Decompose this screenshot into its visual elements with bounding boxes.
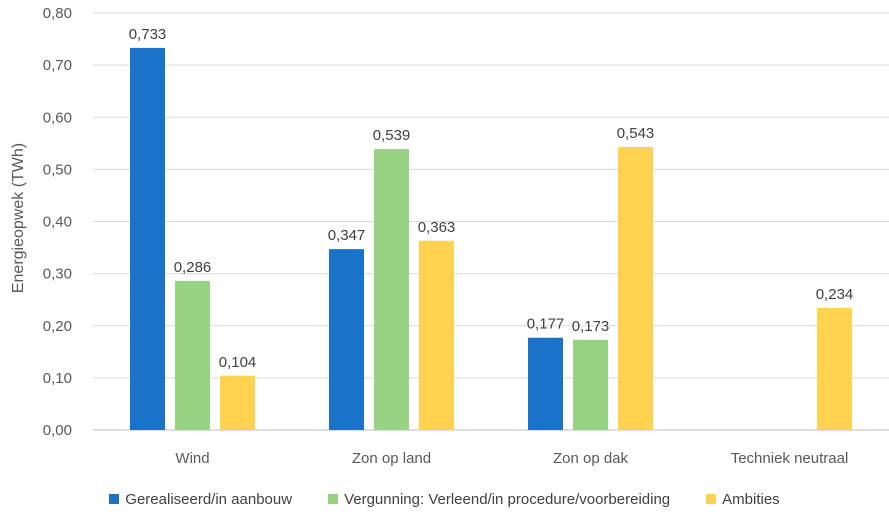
legend-item-gerealiseerd: Gerealiseerd/in aanbouw [109, 491, 292, 508]
x-axis-categories: Wind Zon op land Zon op dak Techniek neutra… [175, 450, 848, 467]
data-label: 0,173 [572, 318, 610, 335]
data-label: 0,539 [373, 127, 411, 144]
bars [130, 47, 852, 430]
legend-label: Vergunning: Verleend/in procedure/voorbe… [344, 490, 671, 508]
data-labels: 0,733 0,286 0,104 0,347 0,539 0,363 0,177 0,173… [129, 26, 854, 371]
bar [329, 249, 364, 430]
legend-label: Ambities [722, 490, 780, 508]
bar [419, 240, 454, 430]
y-tick-label: 0,30 [43, 266, 72, 283]
legend-item-vergunning: Vergunning: Verleend/in procedure/voorbe… [328, 491, 670, 508]
data-label: 0,733 [129, 26, 167, 43]
legend: Gerealiseerd/in aanbouw Vergunning: Verl… [0, 486, 889, 512]
legend-swatch-vergunning [328, 494, 339, 504]
y-tick-label: 0,50 [43, 161, 72, 178]
bar [573, 339, 608, 430]
x-category-label: Zon op land [352, 450, 431, 467]
x-category-label: Wind [175, 450, 209, 467]
legend-item-ambities: Ambities [706, 491, 780, 508]
y-tick-label: 0,40 [43, 214, 72, 231]
gridlines [93, 12, 889, 431]
data-label: 0,104 [219, 354, 257, 371]
bar [220, 375, 255, 430]
y-tick-label: 0,80 [43, 5, 72, 22]
data-label: 0,543 [617, 125, 655, 142]
bar [175, 280, 210, 430]
x-category-label: Zon op dak [553, 450, 629, 467]
data-label: 0,177 [527, 316, 565, 333]
bar-chart: 0,00 0,10 0,20 0,30 0,40 0,50 0,60 0,70 0,80 Ene… [10, 5, 889, 467]
data-label: 0,363 [418, 219, 456, 236]
x-category-label: Techniek neutraal [731, 450, 849, 467]
legend-swatch-gerealiseerd [109, 494, 120, 504]
y-axis-ticks: 0,00 0,10 0,20 0,30 0,40 0,50 0,60 0,70 0,80 [43, 5, 72, 439]
data-label: 0,347 [328, 227, 366, 244]
bar [374, 149, 409, 430]
legend-swatch-ambities [706, 494, 717, 504]
y-tick-label: 0,70 [43, 57, 72, 74]
y-axis-title: Energieopwek (TWh) [10, 143, 27, 293]
bar [130, 47, 165, 430]
y-tick-label: 0,10 [43, 370, 72, 387]
data-label: 0,286 [174, 259, 212, 276]
bar [618, 146, 653, 430]
data-label: 0,234 [816, 286, 854, 303]
y-tick-label: 0,60 [43, 109, 72, 126]
y-tick-label: 0,20 [43, 318, 72, 335]
y-tick-label: 0,00 [43, 422, 72, 439]
bar [817, 308, 852, 430]
bar [528, 337, 563, 430]
legend-label: Gerealiseerd/in aanbouw [125, 490, 293, 508]
